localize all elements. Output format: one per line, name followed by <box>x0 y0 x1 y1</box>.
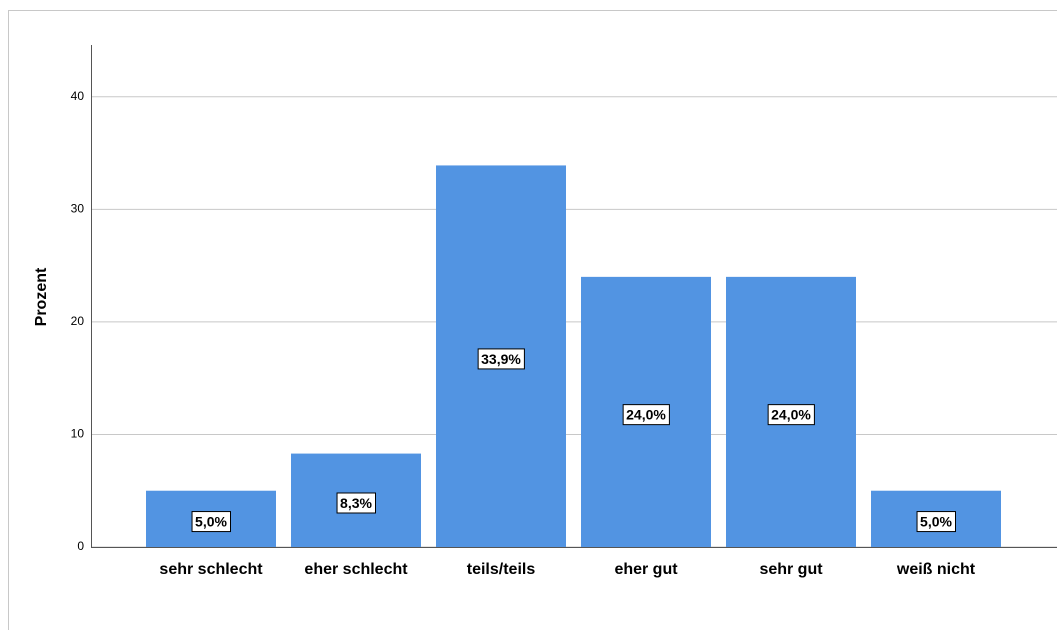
x-tick-label: weiß nicht <box>896 561 976 578</box>
value-label-box <box>916 511 957 533</box>
y-tick-label: 10 <box>71 427 85 441</box>
value-label-box <box>622 404 670 426</box>
value-label: 5,0% <box>920 514 952 530</box>
x-tick-label: sehr schlecht <box>159 561 263 578</box>
value-label: 24,0% <box>771 407 811 423</box>
value-label: 24,0% <box>626 407 666 423</box>
x-tick-label: sehr gut <box>759 561 823 578</box>
y-tick-label: 20 <box>71 314 85 328</box>
value-label: 33,9% <box>481 351 521 367</box>
y-tick-label: 0 <box>77 539 84 553</box>
x-tick-label: teils/teils <box>467 561 536 578</box>
value-label-box <box>336 492 377 514</box>
value-label-box <box>477 348 525 370</box>
y-tick-label: 30 <box>71 202 85 216</box>
value-label-box <box>767 404 815 426</box>
x-tick-label: eher gut <box>614 561 678 578</box>
value-label: 8,3% <box>340 495 372 511</box>
x-tick-label: eher schlecht <box>304 561 408 578</box>
value-label-box <box>191 511 232 533</box>
value-label: 5,0% <box>195 514 227 530</box>
y-tick-label: 40 <box>71 89 85 103</box>
y-axis-title: Prozent <box>33 267 50 326</box>
